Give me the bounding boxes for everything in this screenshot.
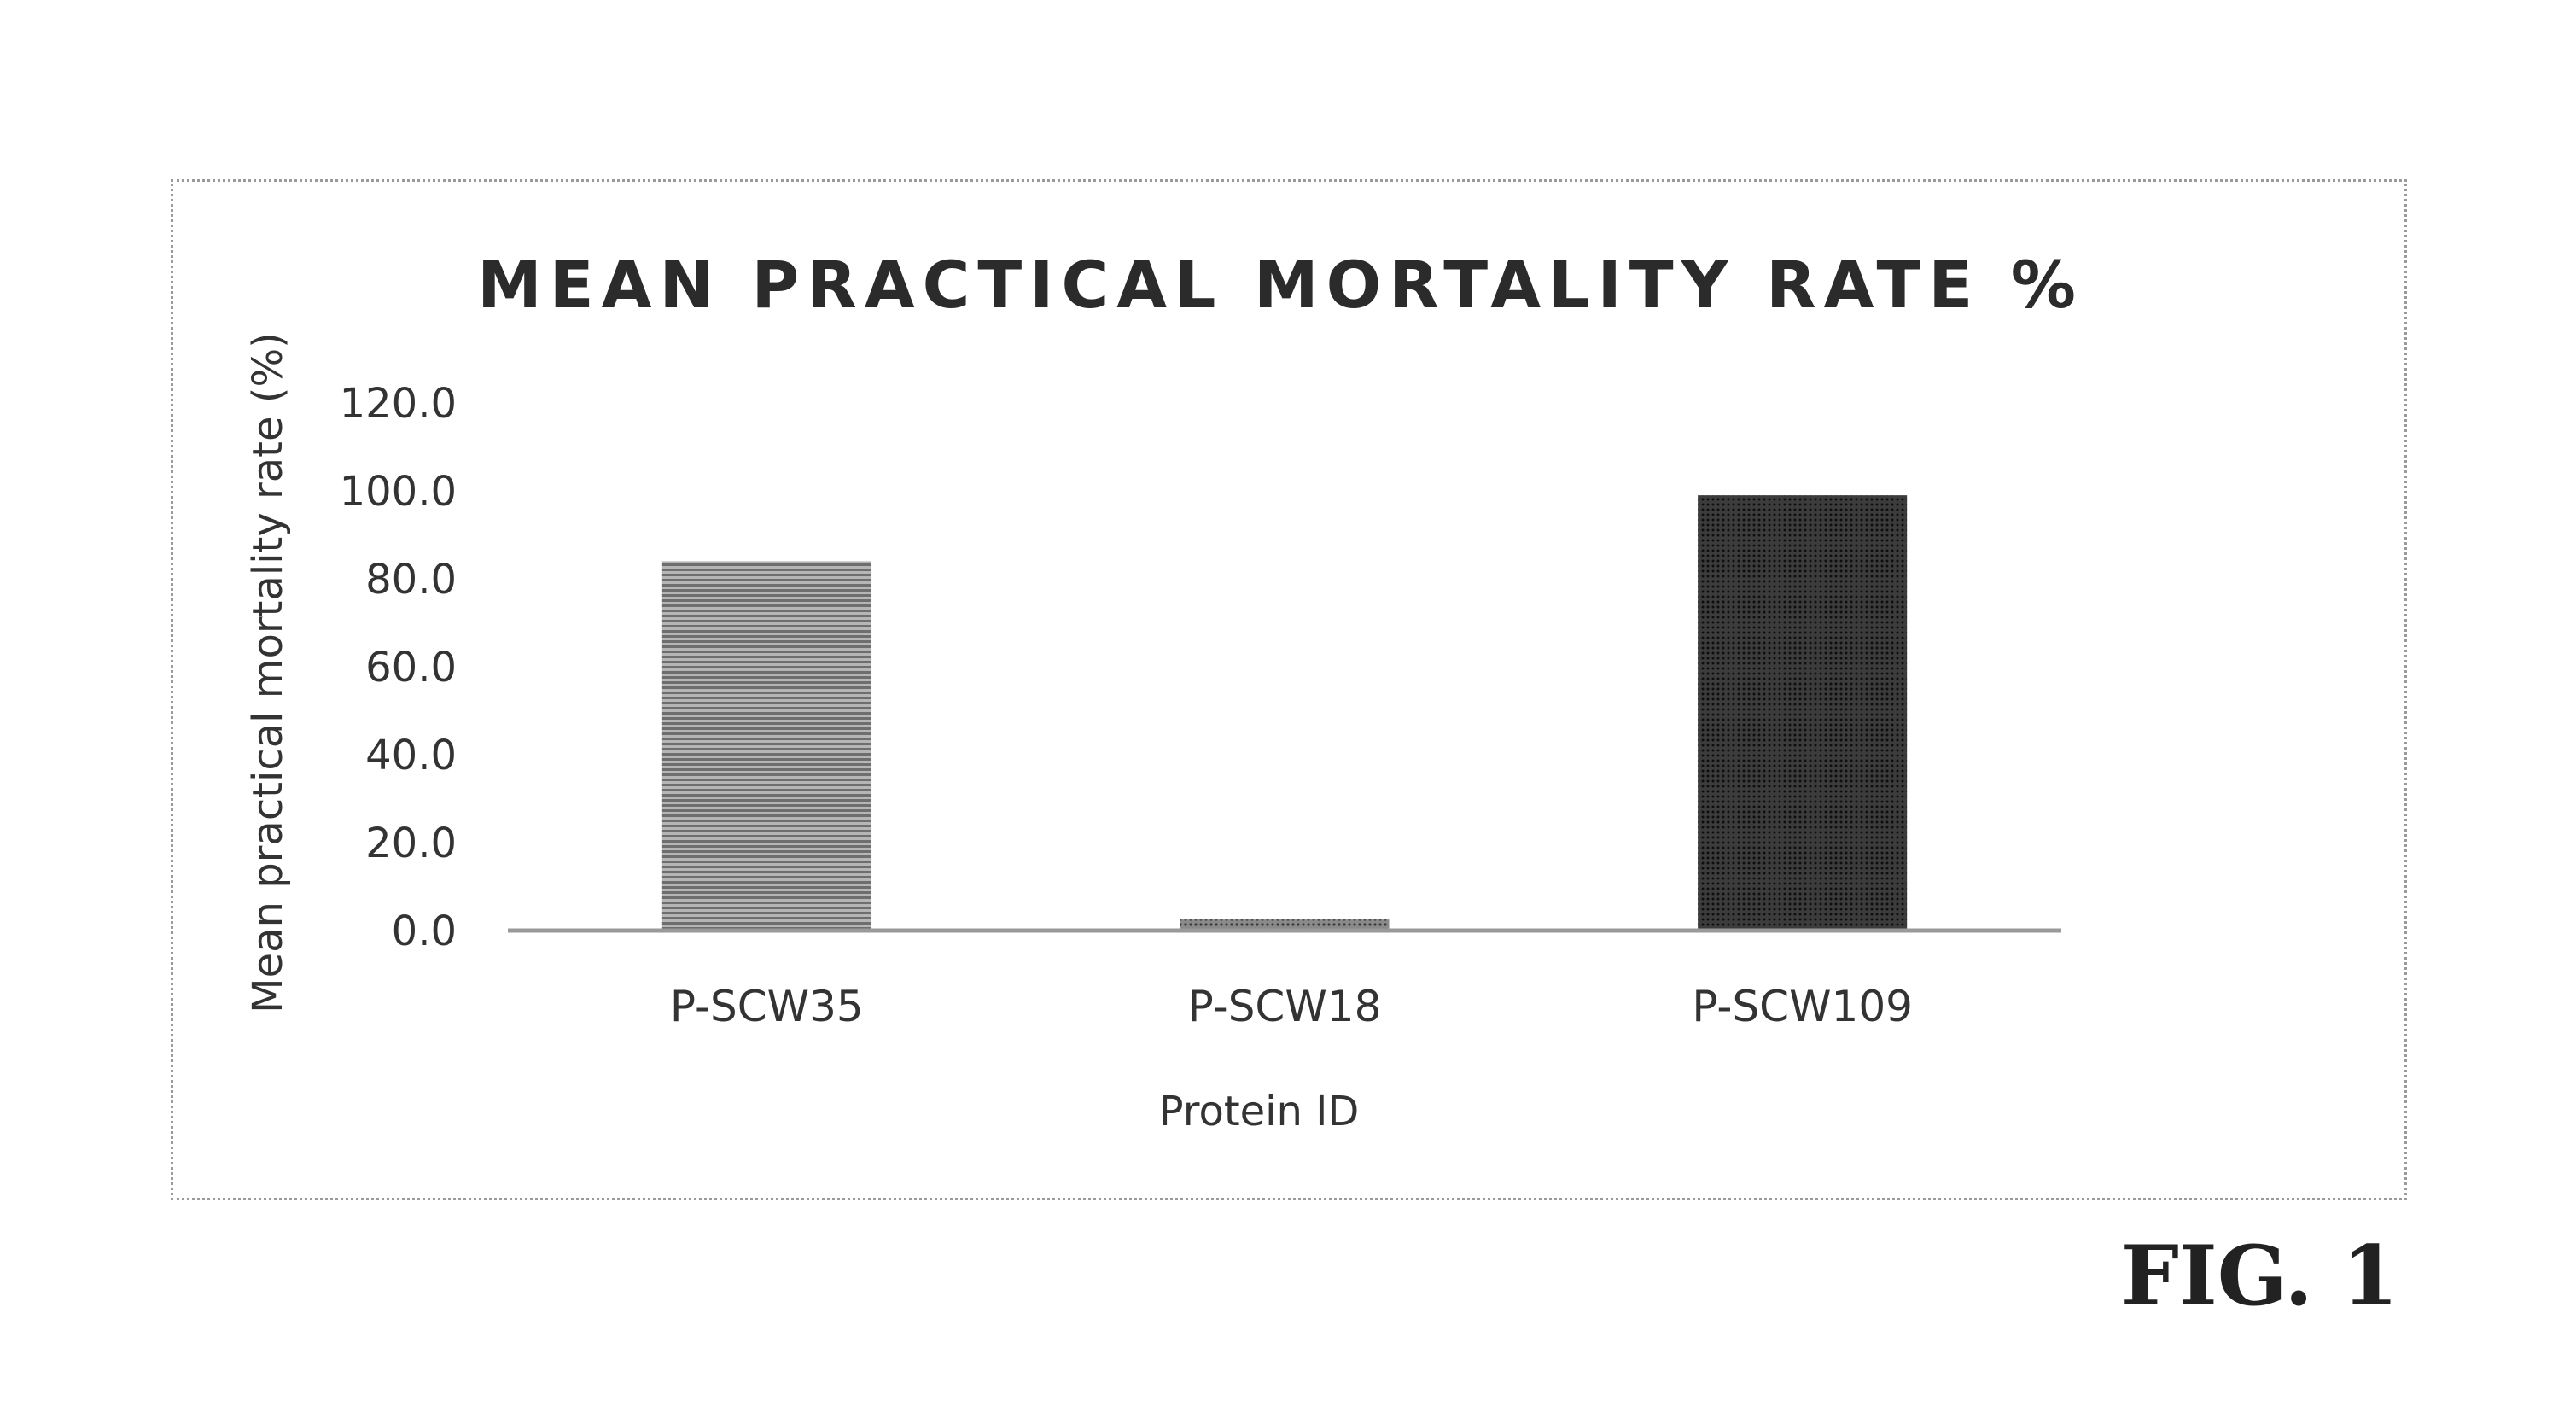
y-axis-title: Mean practical mortality rate (%) <box>244 332 292 1013</box>
bars <box>661 495 1908 931</box>
y-axis-ticks: 0.0 20.0 40.0 60.0 80.0 100.0 120.0 <box>340 380 457 955</box>
y-tick-label: 80.0 <box>365 556 457 604</box>
y-tick-label: 60.0 <box>365 644 457 692</box>
category-label-p-scw35: P-SCW35 <box>670 982 864 1031</box>
chart-title: MEAN PRACTICAL MORTALITY RATE % <box>477 247 2084 323</box>
bar-p-scw35 <box>661 561 871 931</box>
y-tick-label: 100.0 <box>340 468 457 516</box>
x-axis-title: Protein ID <box>1159 1088 1360 1135</box>
bar-p-scw18 <box>1180 919 1390 931</box>
figure-label: FIG. 1 <box>2121 1228 2398 1324</box>
y-tick-label: 120.0 <box>340 380 457 428</box>
category-label-p-scw18: P-SCW18 <box>1188 982 1382 1031</box>
y-tick-label: 40.0 <box>365 732 457 779</box>
bar-p-scw109 <box>1698 495 1908 931</box>
x-axis-category-labels: P-SCW35 P-SCW18 P-SCW109 <box>670 982 1913 1031</box>
y-tick-label: 20.0 <box>365 820 457 867</box>
y-tick-label: 0.0 <box>392 908 457 955</box>
chart-frame <box>171 179 2407 1200</box>
category-label-p-scw109: P-SCW109 <box>1692 982 1913 1031</box>
